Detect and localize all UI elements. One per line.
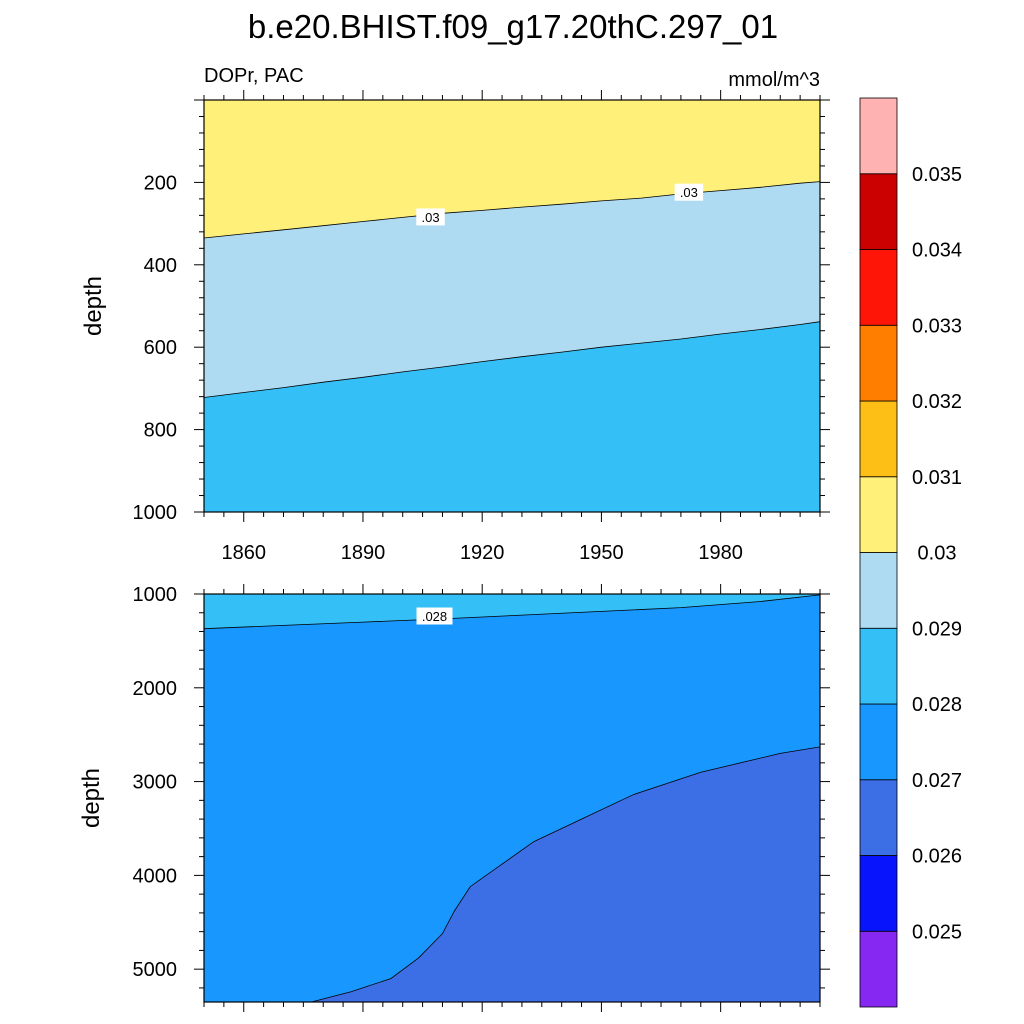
contour-line-0.027 [311,746,820,1002]
y-tick-label: 4000 [133,865,178,887]
colorbar-label: 0.026 [912,846,962,868]
lower-y-axis-title: depth [78,768,105,828]
contour-label-text: .028 [422,609,447,624]
x-tick-label: 1920 [460,542,505,564]
lower-contour-fill [204,594,820,1002]
contour-label: .028 [416,607,453,625]
colorbar-box [859,173,898,250]
colorbar-box [859,703,898,781]
colorbar-box [859,97,898,175]
units-label: mmol/m^3 [728,69,820,91]
colorbar-label: 0.029 [912,618,962,640]
colorbar-box [859,476,898,553]
lower-contour-labels: .028 [416,607,453,625]
variable-label: DOPr, PAC [204,65,304,87]
contour-label: .03 [674,183,704,201]
colorbar-label: 0.032 [912,391,962,413]
upper-contour-fill [204,100,820,512]
x-tick-label: 1980 [698,542,743,564]
upper-ticks [194,90,830,522]
region-0.026-0.027 [311,746,820,1002]
colorbar-label: 0.03 [918,543,957,565]
contour-label-text: .03 [421,210,439,225]
colorbar-label: 0.031 [912,467,962,489]
colorbar-label: 0.027 [912,770,962,792]
colorbar-labels: 0.025 0.026 0.027 0.028 0.029 0.03 0.031 0.032 0… [912,164,962,944]
contour-line-0.029 [203,321,821,398]
x-tick-label: 1890 [341,542,386,564]
contour-line-0.028 [204,594,820,630]
upper-y-axis-title: depth [80,276,107,336]
y-tick-label: 200 [144,172,177,194]
colorbar-label: 0.033 [912,315,962,337]
contour-label-box [674,183,704,201]
colorbar-box [859,855,898,932]
colorbar: 0.025 0.026 0.027 0.028 0.029 0.03 0.031 0.032 0… [859,97,962,1008]
region-0.030-0.031 [204,100,820,238]
x-tick-label: 1860 [221,542,266,564]
colorbar-box [859,779,898,856]
colorbar-box [859,249,898,326]
upper-x-tick-labels: 1860 1890 1920 1950 1980 [221,542,742,564]
y-tick-label: 1000 [133,502,178,524]
lower-contour-lines [204,594,820,1002]
colorbar-box [859,324,898,402]
lower-ticks [194,584,830,1012]
colorbar-label: 0.028 [912,694,962,716]
contour-line-0.03 [203,181,821,239]
region-0.028-0.029-lower [204,321,820,512]
upper-y-tick-labels: 200 400 600 800 1000 [133,172,178,524]
colorbar-box [859,627,898,705]
y-tick-label: 1000 [133,584,178,606]
y-tick-label: 2000 [133,678,178,700]
x-tick-label: 1950 [579,542,624,564]
colorbar-label: 0.035 [912,164,962,186]
y-tick-label: 600 [144,337,177,359]
colorbar-label: 0.025 [912,921,962,943]
y-tick-label: 5000 [133,959,178,981]
colorbar-box [859,400,898,478]
lower-plot-frame [203,593,821,1003]
colorbar-box [859,930,898,1008]
upper-contour-labels: .03 .03 [416,183,704,226]
contour-label-box [416,607,453,625]
contour-label-box [416,208,445,226]
region-0.029-0.030-band [204,181,820,398]
chart-title: b.e20.BHIST.f09_g17.20thC.297_01 [248,8,778,45]
y-tick-label: 3000 [133,772,178,794]
contour-label: .03 [416,208,445,226]
y-tick-label: 400 [144,255,177,277]
region-0.028-0.029 [204,594,820,629]
upper-panel: DOPr, PAC mmol/m^3 .03 .03 1860 1890 1920 19… [80,65,830,564]
y-tick-label: 800 [144,420,177,442]
lower-panel: .028 1000 2000 3000 4000 5000 depth [78,584,830,1012]
contour-label-text: .03 [680,185,698,200]
colorbar-label: 0.034 [912,240,962,262]
lower-y-tick-labels: 1000 2000 3000 4000 5000 [133,584,178,981]
upper-plot-frame [203,99,821,513]
upper-contour-lines [203,181,821,398]
colorbar-box [859,552,898,629]
colorbar-boxes [859,97,898,1008]
